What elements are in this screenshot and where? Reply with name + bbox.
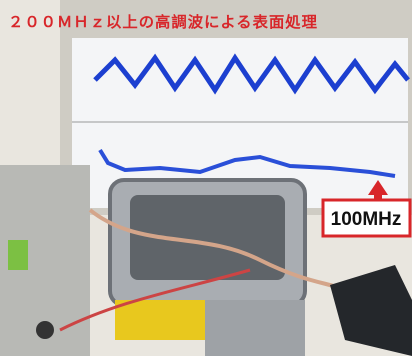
page: 100MHz ２００ＭＨｚ以上の高調波による表面処理 (() => { cons… (0, 0, 412, 356)
frequency-label: 100MHz (331, 209, 402, 230)
display-green (8, 240, 28, 270)
knob (36, 321, 54, 339)
bath-base (205, 300, 305, 356)
bath-label (115, 300, 205, 340)
photo: 100MHz ２００ＭＨｚ以上の高調波による表面処理 (0, 0, 412, 356)
title: ２００ＭＨｚ以上の高調波による表面処理 (8, 13, 318, 31)
